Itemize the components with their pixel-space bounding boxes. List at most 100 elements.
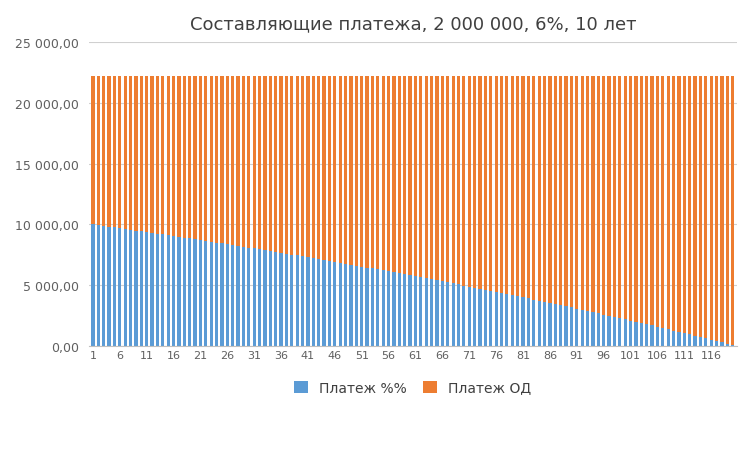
Bar (623, 320, 626, 346)
Bar (441, 77, 444, 282)
Bar (102, 226, 105, 346)
Bar (414, 77, 417, 277)
Bar (516, 77, 519, 297)
Bar (408, 276, 412, 346)
Bar (623, 77, 626, 320)
Bar (532, 77, 535, 300)
Bar (570, 77, 573, 308)
Bar (666, 330, 670, 346)
Bar (387, 77, 390, 272)
Bar (102, 77, 105, 226)
Bar (393, 77, 396, 273)
Bar (156, 77, 159, 234)
Bar (683, 77, 686, 333)
Bar (473, 77, 476, 288)
Bar (150, 233, 153, 346)
Bar (548, 303, 551, 346)
Bar (521, 298, 525, 346)
Bar (268, 77, 272, 252)
Bar (656, 327, 659, 346)
Bar (468, 77, 471, 287)
Bar (188, 239, 191, 346)
Bar (699, 77, 702, 337)
Bar (688, 77, 691, 335)
Bar (296, 77, 299, 256)
Bar (236, 77, 240, 246)
Bar (387, 272, 390, 346)
Bar (435, 77, 438, 281)
Bar (704, 77, 708, 339)
Bar (210, 242, 213, 346)
Bar (328, 262, 331, 346)
Bar (629, 77, 632, 321)
Bar (543, 302, 546, 346)
Bar (91, 77, 95, 225)
Bar (161, 77, 165, 235)
Bar (565, 77, 568, 307)
Bar (263, 251, 266, 346)
Bar (350, 77, 353, 265)
Bar (596, 313, 600, 346)
Bar (715, 341, 718, 346)
Bar (661, 328, 665, 346)
Bar (457, 77, 460, 285)
Bar (581, 310, 584, 346)
Bar (451, 77, 455, 284)
Bar (129, 230, 132, 346)
Bar (215, 243, 218, 346)
Bar (446, 77, 450, 283)
Bar (242, 77, 245, 247)
Bar (672, 331, 675, 346)
Bar (226, 245, 229, 346)
Bar (516, 297, 519, 346)
Bar (484, 290, 487, 346)
Bar (720, 77, 723, 342)
Bar (108, 77, 111, 227)
Bar (135, 231, 138, 346)
Bar (661, 77, 665, 328)
Bar (123, 230, 127, 346)
Bar (91, 225, 95, 346)
Bar (420, 77, 423, 278)
Bar (333, 262, 336, 346)
Bar (312, 77, 315, 258)
Bar (393, 273, 396, 346)
Bar (285, 77, 288, 254)
Bar (731, 345, 734, 346)
Bar (608, 316, 611, 346)
Bar (108, 227, 111, 346)
Bar (338, 77, 342, 263)
Bar (365, 77, 368, 268)
Bar (511, 295, 514, 346)
Bar (215, 77, 218, 243)
Bar (666, 77, 670, 330)
Bar (355, 77, 358, 266)
Bar (376, 77, 380, 270)
Bar (290, 77, 293, 255)
Bar (527, 77, 530, 299)
Bar (381, 77, 385, 271)
Bar (355, 266, 358, 346)
Bar (650, 326, 653, 346)
Bar (253, 249, 256, 346)
Bar (500, 77, 503, 293)
Bar (640, 77, 643, 323)
Bar (156, 234, 159, 346)
Bar (634, 322, 638, 346)
Bar (731, 77, 734, 345)
Bar (360, 77, 363, 267)
Bar (242, 247, 245, 346)
Bar (570, 308, 573, 346)
Bar (312, 258, 315, 346)
Bar (521, 77, 525, 298)
Bar (188, 77, 191, 239)
Bar (210, 77, 213, 242)
Bar (193, 77, 197, 240)
Bar (301, 77, 305, 257)
Bar (371, 269, 374, 346)
Bar (274, 253, 277, 346)
Bar (726, 77, 729, 344)
Bar (317, 259, 320, 346)
Bar (602, 315, 605, 346)
Bar (344, 264, 347, 346)
